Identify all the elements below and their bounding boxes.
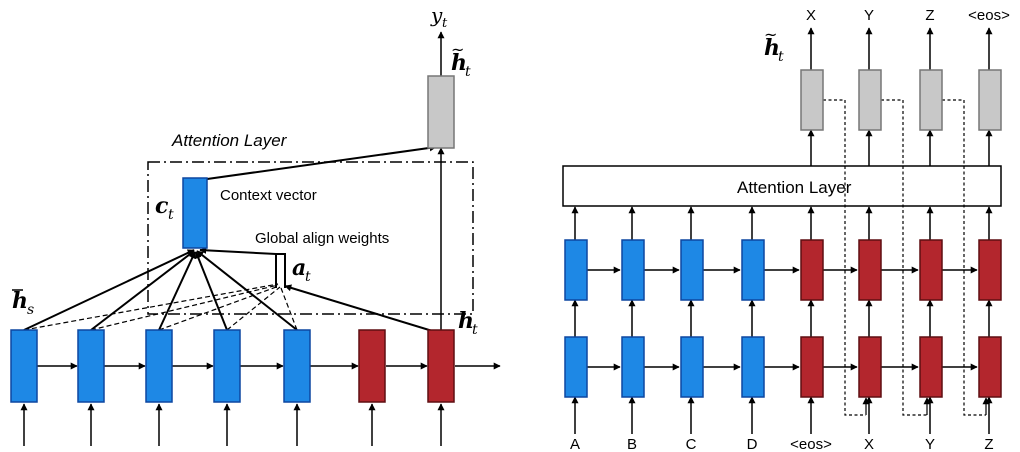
svg-text:~: ~	[764, 25, 777, 44]
rp-input-label: D	[747, 436, 758, 452]
svg-text:s: s	[27, 302, 34, 318]
attention-layer-bar-label: Attention Layer	[737, 178, 852, 197]
svg-text:h: h	[12, 288, 28, 314]
svg-text:t: t	[442, 16, 448, 31]
encoder-state-5	[283, 329, 311, 403]
rp-input-label: X	[864, 436, 874, 452]
svg-text:t: t	[305, 269, 311, 285]
svg-text:t: t	[168, 207, 174, 223]
encoder-state-1	[10, 329, 38, 403]
rp-output-label: Y	[864, 7, 874, 24]
rp-to-attention-arrows	[571, 206, 993, 240]
yt-math-label: y t	[430, 3, 448, 31]
input-feeding-arrowheads	[862, 397, 990, 415]
rp-input-labels: A B C D <eos> X Y Z	[570, 436, 994, 452]
stacked-attention-panel: Attention Layer	[562, 7, 1010, 452]
rp-input-label: <eos>	[790, 436, 832, 452]
rp-output-label: Z	[925, 7, 934, 24]
rp-layer-up-arrows	[571, 299, 993, 337]
svg-text:a: a	[292, 255, 306, 281]
context-lines	[23, 249, 298, 331]
svg-text:t: t	[465, 64, 471, 80]
global-align-weights-label: Global align weights	[255, 230, 389, 247]
rp-lower-encoder	[564, 336, 765, 398]
rp-input-label: Y	[925, 436, 935, 452]
svg-text:t: t	[472, 322, 478, 338]
align-dashed-lines	[23, 283, 298, 331]
svg-text:h: h	[451, 50, 467, 76]
rp-input-label: B	[627, 436, 637, 452]
align-weights-node	[199, 246, 440, 334]
ct-math-label: c t	[155, 193, 174, 223]
svg-text:~: ~	[451, 40, 464, 59]
global-attention-panel: Attention Layer	[10, 3, 501, 446]
encoder-state-3	[145, 329, 173, 403]
context-to-attentional-arrow	[199, 144, 437, 181]
rp-upper-encoder	[564, 239, 765, 301]
svg-text:t: t	[778, 49, 784, 65]
attention-layer-box	[147, 161, 474, 315]
hs-math-label: h s	[12, 288, 34, 318]
rp-input-label: Z	[984, 436, 993, 452]
rp-upper-decoder	[800, 239, 1002, 301]
attentional-hidden-node	[427, 75, 455, 149]
svg-text:h: h	[764, 35, 780, 61]
attention-layer-bar	[562, 165, 1002, 207]
rp-recurrent-arrows	[587, 266, 978, 371]
input-arrows	[20, 403, 445, 446]
ht-math-label: h t	[458, 308, 478, 338]
rp-output-label: <eos>	[968, 7, 1010, 24]
decoder-state-1	[358, 329, 386, 403]
svg-text:h: h	[458, 308, 474, 334]
input-feeding-paths	[823, 99, 986, 416]
encoder-state-2	[77, 329, 105, 403]
at-math-label: a t	[292, 255, 311, 285]
attention-layer-label: Attention Layer	[171, 131, 288, 150]
encoder-state-4	[213, 329, 241, 403]
decoder-states	[358, 329, 455, 403]
rp-attention-to-grey-arrows	[807, 129, 993, 166]
context-vector-node	[182, 177, 208, 249]
svg-text:y: y	[430, 3, 443, 27]
svg-text:c: c	[155, 193, 169, 219]
rp-lower-decoder	[800, 336, 1002, 398]
rp-input-label: A	[570, 436, 580, 452]
rp-attentional-nodes	[800, 69, 1002, 131]
encoder-states	[10, 329, 311, 403]
rp-input-label: C	[686, 436, 697, 452]
rp-output-arrows	[807, 27, 993, 70]
decoder-state-2	[427, 329, 455, 403]
rp-output-label: X	[806, 7, 816, 24]
rp-ht-tilde-math-label: ~ h t	[764, 25, 784, 65]
context-vector-label: Context vector	[220, 187, 317, 204]
ht-tilde-math-label: ~ h t	[451, 40, 471, 80]
rp-output-labels: X Y Z <eos>	[806, 7, 1010, 24]
